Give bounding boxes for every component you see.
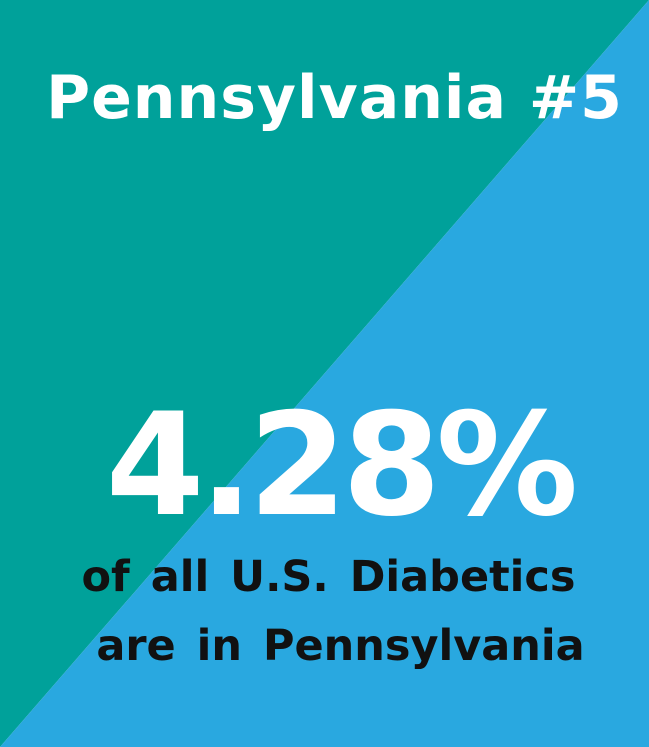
page-title: Pennsylvania #5 [46,63,623,133]
caption-line-2: are in Pennsylvania [96,621,585,671]
caption-line-1: of all U.S. Diabetics [81,552,576,602]
stat-value: 4.28% [105,383,579,548]
